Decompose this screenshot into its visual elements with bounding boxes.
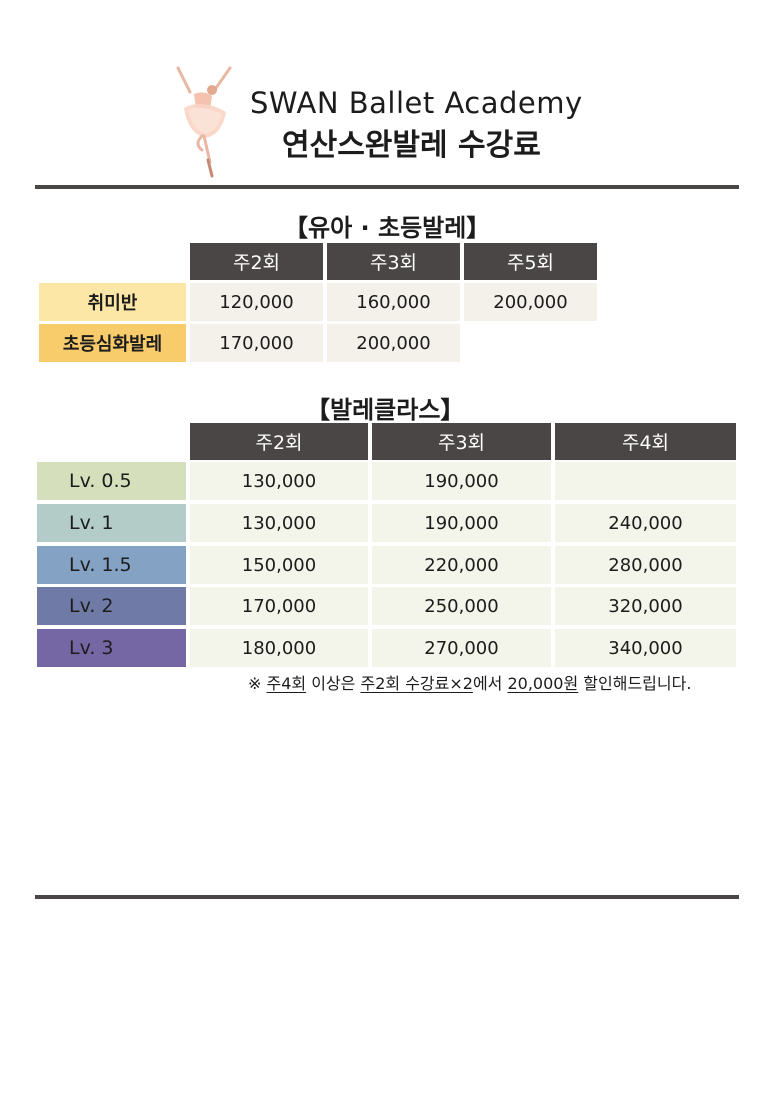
ballet-price-cell [555,462,736,500]
ballet-price-cell: 220,000 [372,546,551,584]
note-frequency: 주4회 [266,674,307,693]
note-text: 이상은 [311,674,356,693]
ballet-col-header: 주4회 [555,423,736,460]
discount-note: ※ 주4회 이상은 주2회 수강료×2에서 20,000원 할인해드립니다. [248,670,691,694]
ballet-col-header: 주3회 [372,423,551,460]
ballet-price-cell: 320,000 [555,587,736,625]
ballet-price-cell: 130,000 [190,462,368,500]
ballet-price-cell: 150,000 [190,546,368,584]
note-text: 할인해드립니다. [583,674,692,693]
ballet-section-title: 【발레클라스】 [306,396,465,424]
ballet-price-cell: 270,000 [372,629,551,667]
ballet-price-cell: 130,000 [190,504,368,542]
kids-col-header: 주2회 [190,243,323,280]
top-divider [35,185,739,189]
ballet-col-header: 주2회 [190,423,368,460]
ballet-price-cell: 250,000 [372,587,551,625]
ballet-price-cell: 170,000 [190,587,368,625]
academy-title-en: SWAN Ballet Academy [250,86,583,120]
note-base-fee: 주2회 수강료×2 [360,674,473,693]
kids-price-cell: 200,000 [464,283,597,321]
ballet-price-cell: 340,000 [555,629,736,667]
ballerina-logo-icon [176,66,232,178]
ballet-price-cell: 280,000 [555,546,736,584]
ballet-price-cell: 240,000 [555,504,736,542]
kids-col-header: 주5회 [464,243,597,280]
ballet-price-cell: 190,000 [372,504,551,542]
ballet-price-cell: 190,000 [372,462,551,500]
level-label: Lv. 1.5 [37,546,186,584]
level-label: Lv. 0.5 [37,462,186,500]
kids-price-cell: 170,000 [190,324,323,362]
academy-title-ko: 연산스완발레 수강료 [282,128,541,163]
note-discount-amount: 20,000원 [507,674,579,693]
level-label: Lv. 1 [37,504,186,542]
ballet-price-cell: 180,000 [190,629,368,667]
kids-price-cell: 160,000 [327,283,460,321]
kids-price-cell: 120,000 [190,283,323,321]
kids-row-label: 초등심화발레 [39,324,186,362]
kids-section-title: 【유아 · 초등발레】 [284,214,491,242]
note-text: 에서 [472,674,503,693]
kids-row-label: 취미반 [39,283,186,321]
level-label: Lv. 3 [37,629,186,667]
level-label: Lv. 2 [37,587,186,625]
note-mark: ※ [248,674,262,693]
kids-col-header: 주3회 [327,243,460,280]
kids-price-cell: 200,000 [327,324,460,362]
bottom-divider [35,895,739,899]
